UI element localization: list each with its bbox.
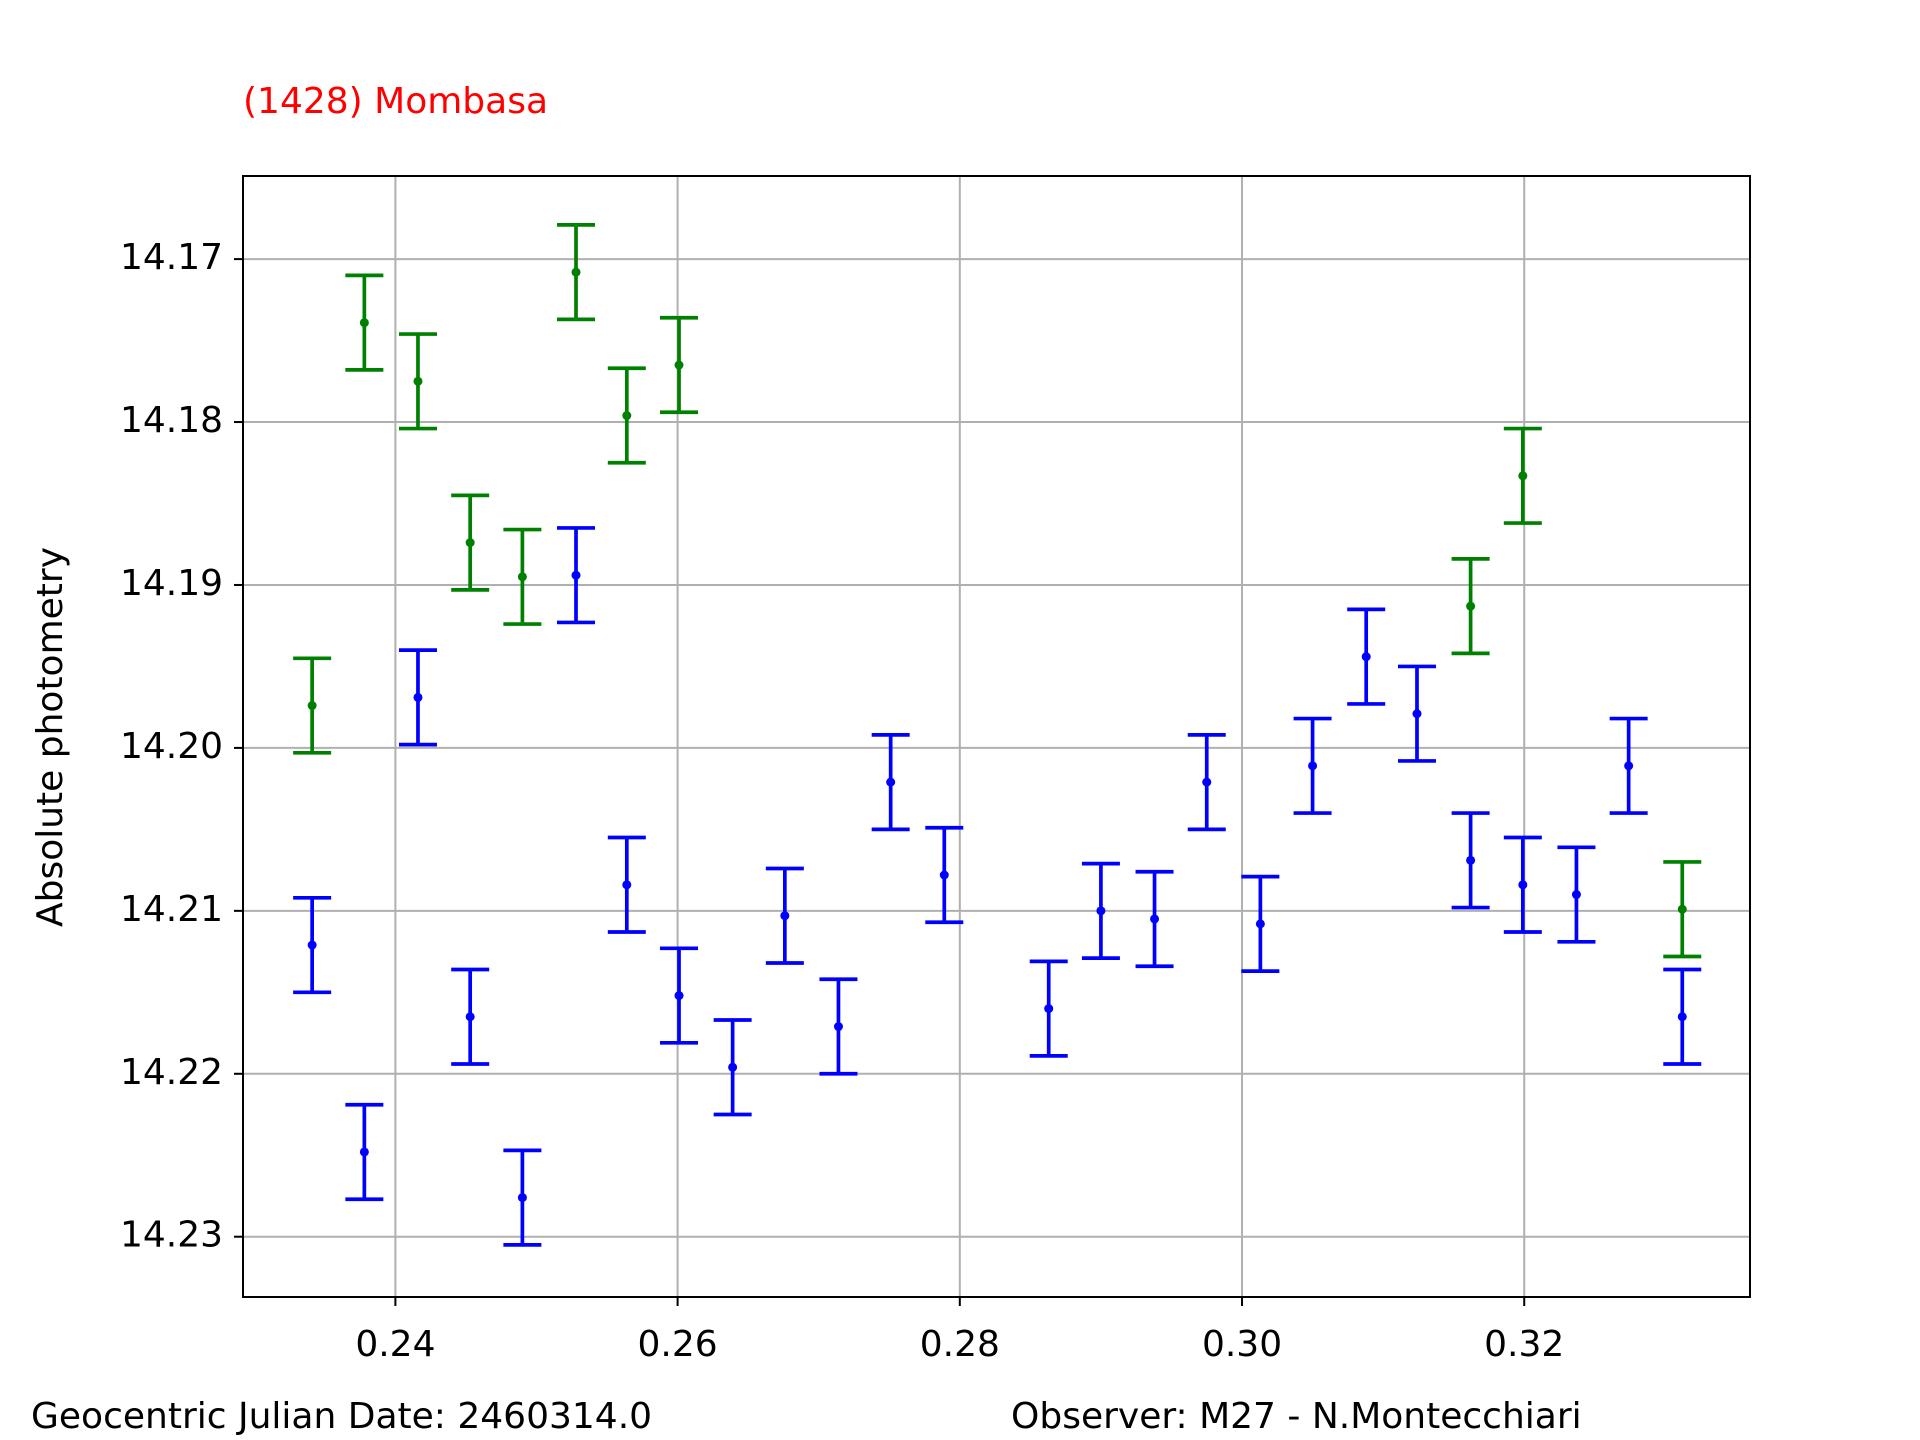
footer-date: Geocentric Julian Date: 2460314.0 xyxy=(31,1396,652,1437)
data-point xyxy=(886,777,896,787)
data-point xyxy=(465,1012,475,1022)
y-tick-label: 14.23 xyxy=(120,1215,223,1256)
data-point xyxy=(728,1062,738,1072)
data-point xyxy=(1096,906,1106,916)
y-tick-label: 14.20 xyxy=(120,726,223,767)
data-point xyxy=(1202,777,1212,787)
data-point xyxy=(517,1193,527,1203)
data-point xyxy=(517,572,527,582)
y-tick-label: 14.21 xyxy=(120,889,223,930)
data-point xyxy=(1571,890,1581,900)
data-point xyxy=(1255,919,1265,929)
data-point xyxy=(1624,761,1634,771)
data-point xyxy=(359,318,369,328)
data-point xyxy=(1466,855,1476,865)
x-tick-label: 0.30 xyxy=(1202,1324,1282,1365)
data-point xyxy=(1466,601,1476,611)
data-point xyxy=(622,411,632,421)
data-point xyxy=(571,570,581,580)
y-tick-label: 14.18 xyxy=(120,400,223,441)
data-point xyxy=(674,360,684,370)
footer-observer: Observer: M27 - N.Montecchiari xyxy=(1011,1396,1582,1437)
x-tick-label: 0.26 xyxy=(638,1324,718,1365)
data-point xyxy=(1677,904,1687,914)
data-point xyxy=(1412,709,1422,719)
data-point xyxy=(1308,761,1318,771)
data-point xyxy=(1044,1004,1054,1014)
data-point xyxy=(307,701,317,711)
x-tick-label: 0.24 xyxy=(355,1324,435,1365)
y-tick-label: 14.17 xyxy=(120,237,223,278)
y-tick-label: 14.19 xyxy=(120,563,223,604)
data-point xyxy=(413,692,423,702)
data-point xyxy=(1677,1012,1687,1022)
data-point xyxy=(780,911,790,921)
x-tick-label: 0.32 xyxy=(1484,1324,1564,1365)
data-point xyxy=(1150,914,1160,924)
data-point xyxy=(1518,471,1528,481)
data-point xyxy=(465,538,475,548)
data-point xyxy=(939,870,949,880)
data-point xyxy=(307,940,317,950)
y-axis-label: Absolute photometry xyxy=(30,547,71,927)
data-point xyxy=(413,376,423,386)
data-point xyxy=(1518,880,1528,890)
plot-frame xyxy=(242,175,1751,1298)
data-point xyxy=(833,1022,843,1032)
data-point xyxy=(571,267,581,277)
data-point xyxy=(359,1147,369,1157)
data-point xyxy=(674,991,684,1001)
chart-title: (1428) Mombasa xyxy=(243,81,548,122)
y-tick-label: 14.22 xyxy=(120,1052,223,1093)
data-point xyxy=(1361,652,1371,662)
data-point xyxy=(622,880,632,890)
x-tick-label: 0.28 xyxy=(920,1324,1000,1365)
